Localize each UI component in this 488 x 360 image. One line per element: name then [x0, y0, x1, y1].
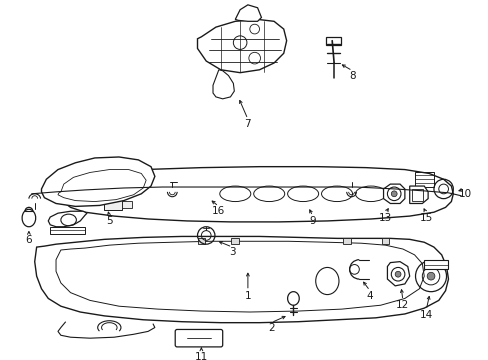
Bar [414, 172, 433, 187]
Ellipse shape [427, 272, 434, 280]
Text: 5: 5 [106, 216, 112, 226]
Polygon shape [235, 5, 261, 21]
Bar [424, 260, 447, 269]
Text: 16: 16 [212, 206, 225, 216]
Polygon shape [197, 19, 286, 73]
Text: 14: 14 [419, 310, 432, 320]
Bar [231, 238, 239, 244]
Text: 8: 8 [348, 71, 355, 81]
Polygon shape [41, 157, 155, 206]
Polygon shape [48, 211, 87, 227]
Bar [197, 238, 205, 244]
FancyBboxPatch shape [175, 329, 222, 347]
Bar [325, 37, 340, 45]
Bar [122, 201, 131, 208]
Ellipse shape [390, 191, 396, 197]
Polygon shape [409, 186, 427, 203]
Text: 15: 15 [419, 213, 432, 223]
Bar [342, 238, 350, 244]
Text: 10: 10 [457, 189, 470, 199]
Polygon shape [386, 262, 409, 286]
Text: 4: 4 [366, 291, 372, 301]
Text: 9: 9 [309, 216, 315, 226]
Polygon shape [213, 70, 234, 99]
Polygon shape [383, 184, 404, 203]
Text: 6: 6 [25, 235, 32, 245]
Text: 13: 13 [378, 213, 391, 223]
Text: 3: 3 [228, 247, 235, 257]
Text: 2: 2 [267, 323, 274, 333]
Ellipse shape [394, 271, 400, 277]
Text: 12: 12 [395, 300, 409, 310]
Text: 1: 1 [244, 291, 251, 301]
Text: 11: 11 [194, 352, 207, 360]
Text: 7: 7 [244, 119, 251, 129]
Bar [104, 199, 122, 210]
Bar [381, 238, 388, 244]
Polygon shape [35, 237, 447, 323]
Polygon shape [61, 167, 452, 222]
Bar [50, 227, 85, 234]
Bar [411, 189, 423, 201]
